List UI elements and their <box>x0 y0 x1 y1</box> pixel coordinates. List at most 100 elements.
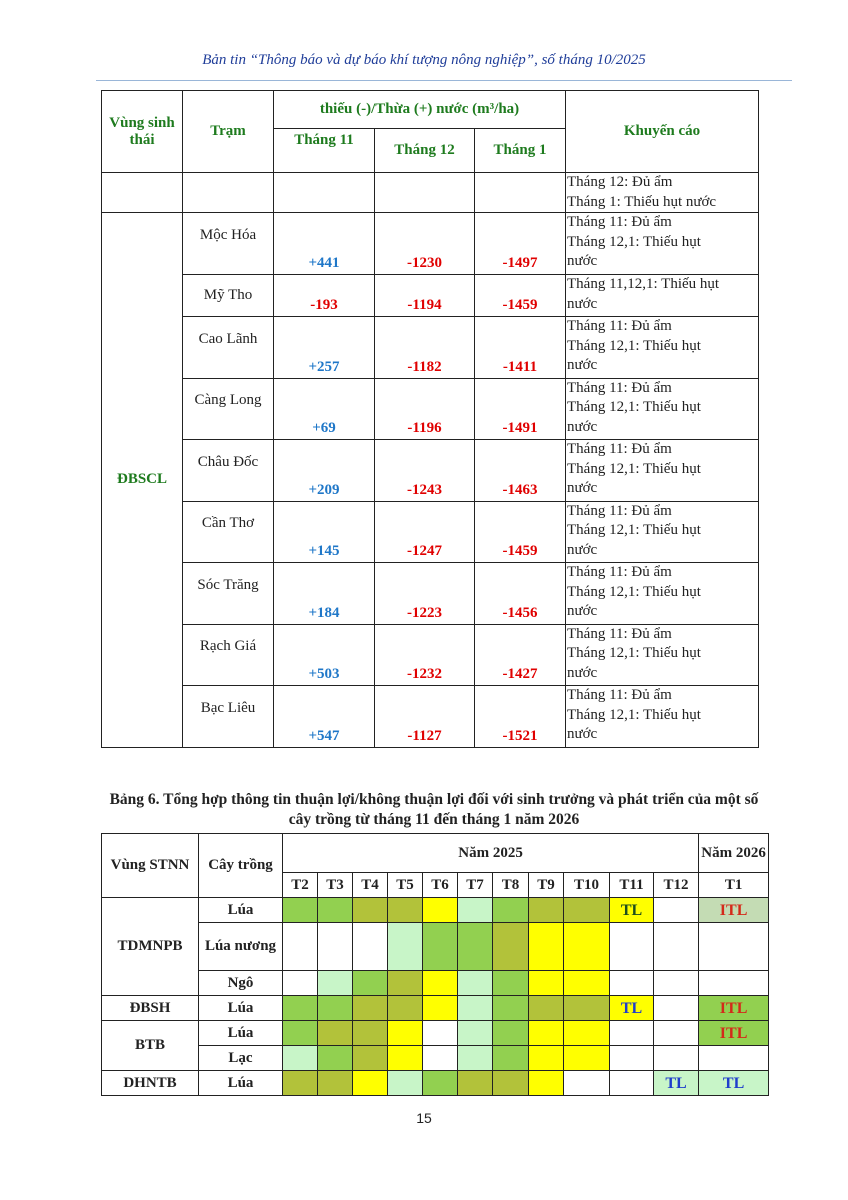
status-cell <box>563 897 610 923</box>
status-cell <box>457 1045 493 1071</box>
status-cell <box>317 995 353 1021</box>
status-cell <box>652 970 700 996</box>
station-name: Sóc Trăng <box>182 562 274 625</box>
value-m11: +209 <box>273 439 375 502</box>
header-year-2025: Năm 2025 <box>281 833 700 873</box>
advice-line: nước <box>567 357 598 373</box>
status-cell <box>422 995 458 1021</box>
status-cell <box>422 897 458 923</box>
running-header: Bản tin “Thông báo và dự báo khí tượng n… <box>202 52 646 68</box>
status-cell <box>317 922 353 971</box>
header-region: Vùng STNN <box>101 833 199 898</box>
advice-line: Tháng 12,1: Thiếu hụt <box>567 460 701 477</box>
status-cell <box>352 1020 388 1046</box>
crop-cell: Lúa <box>198 1020 283 1046</box>
status-cell <box>528 1045 564 1071</box>
advice-line: Tháng 11: Đủ ẩm <box>567 379 672 396</box>
table-row: Rạch Giá +503 -1232 -1427 Tháng 11: Đủ ẩm Thá… <box>102 623 759 686</box>
station-name: Cao Lãnh <box>182 316 274 379</box>
advice-line: Tháng 12,1: Thiếu hụt <box>567 522 701 538</box>
advice-line: Tháng 11: Đủ ẩm <box>567 687 672 703</box>
advice-line: nước <box>567 603 598 619</box>
crop-conditions-table: Vùng STNN Cây trồng Năm 2025 Năm 2026 T2 T3 T4… <box>101 833 770 1096</box>
status-cell <box>387 897 423 923</box>
table-row: DHNTB Lúa TL TL <box>101 1070 770 1096</box>
table-row: Sóc Trăng +184 -1223 -1456 Tháng 11: Đủ ẩm Th… <box>102 562 759 625</box>
value-m12: -1194 <box>374 274 475 317</box>
status-cell <box>652 1045 700 1071</box>
status-cell <box>492 970 529 996</box>
status-cell <box>422 1045 458 1071</box>
value-m11: +257 <box>273 316 375 379</box>
status-cell <box>563 970 610 996</box>
header-advice: Khuyến cáo <box>565 90 759 173</box>
table-row: Bạc Liêu +547 -1127 -1521 Tháng 11: Đủ ẩm Thá… <box>102 685 759 748</box>
value-m11: +441 <box>273 212 375 275</box>
status-cell <box>609 1045 654 1071</box>
status-cell <box>282 995 318 1021</box>
header-month: T5 <box>387 872 423 898</box>
advice-line: nước <box>567 253 598 269</box>
status-cell <box>457 970 493 996</box>
header-month-11: Tháng 11 <box>273 128 375 173</box>
value-m11: +547 <box>273 685 375 748</box>
status-cell: TL <box>698 1070 770 1096</box>
status-cell <box>652 922 700 971</box>
status-cell <box>422 1070 458 1096</box>
page-number: 15 <box>416 1110 432 1126</box>
advice-line: nước <box>567 541 598 558</box>
status-cell <box>457 995 493 1021</box>
advice-line: Tháng 11: Đủ ẩm <box>567 564 672 580</box>
status-cell <box>492 897 529 923</box>
region-cell: TDMNPB <box>101 897 199 996</box>
advice-line: Tháng 12: Đủ ẩm <box>567 174 673 190</box>
status-cell: ITL <box>698 995 770 1021</box>
value-m1: -1497 <box>474 212 566 275</box>
status-cell <box>387 922 423 971</box>
table-row: ĐBSCL Mộc Hóa +441 -1230 -1497 Tháng 11: Đủ ẩ… <box>101 212 759 748</box>
header-month-1: Tháng 1 <box>474 128 566 173</box>
value-m12: -1223 <box>374 562 475 625</box>
status-cell <box>387 1020 423 1046</box>
status-cell <box>352 970 388 996</box>
value-m12: -1182 <box>374 316 475 379</box>
header-month: T10 <box>563 872 610 898</box>
advice-line: Tháng 12,1: Thiếu hụt <box>567 645 701 661</box>
status-cell: ITL <box>698 1020 770 1046</box>
value-m11: +503 <box>273 623 375 686</box>
status-cell <box>698 970 770 996</box>
status-cell <box>492 922 529 971</box>
status-cell: ITL <box>698 897 770 923</box>
header-crop: Cây trồng <box>198 833 283 898</box>
header-month: T6 <box>422 872 458 898</box>
value-m1: -1427 <box>474 623 566 686</box>
advice-line: Tháng 11: Đủ ẩm <box>567 502 672 519</box>
crop-cell: Ngô <box>198 970 283 996</box>
status-cell <box>352 995 388 1021</box>
header-month: T7 <box>457 872 493 898</box>
status-cell <box>352 922 388 971</box>
header-rule <box>96 80 792 81</box>
header-month: T11 <box>609 872 654 898</box>
header-region: Vùng sinh thái <box>101 90 183 173</box>
status-cell <box>387 970 423 996</box>
crop-cell: Lúa nương <box>198 922 283 971</box>
status-cell <box>457 1020 493 1046</box>
advice-line: nước <box>567 418 598 435</box>
header-month: T4 <box>352 872 388 898</box>
advice-cell: Tháng 11: Đủ ẩm Tháng 12,1: Thiếu hụt nước <box>565 316 759 379</box>
table-row: ĐBSH Lúa TL ITL <box>101 995 770 1021</box>
status-cell <box>457 897 493 923</box>
header-month: T2 <box>282 872 318 898</box>
status-cell <box>282 897 318 923</box>
advice-line: nước <box>567 726 598 742</box>
status-cell <box>609 922 654 971</box>
value-m12: -1243 <box>374 439 475 502</box>
header-station: Trạm <box>182 90 274 173</box>
status-cell <box>652 897 700 923</box>
advice-line: nước <box>567 480 598 496</box>
value-m12: -1247 <box>374 500 475 563</box>
status-cell <box>422 1020 458 1046</box>
status-cell <box>528 897 564 923</box>
